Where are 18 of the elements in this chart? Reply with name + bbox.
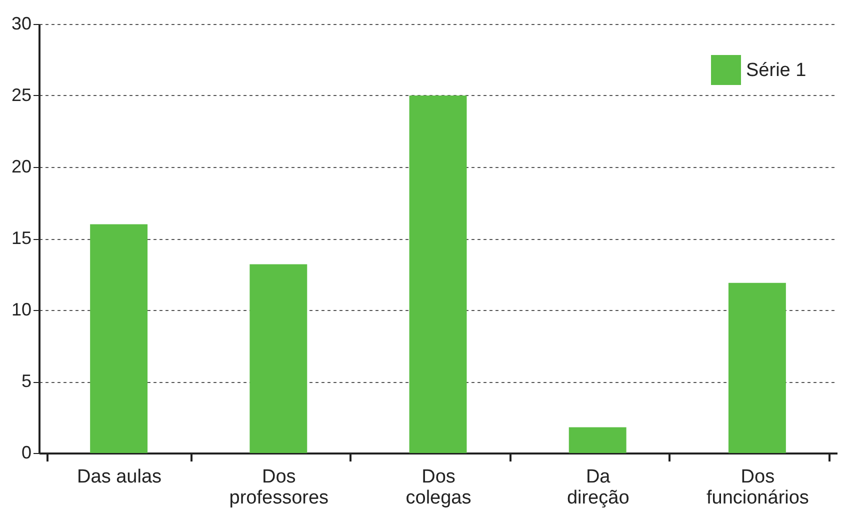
x-tick-label: Dos colegas bbox=[406, 466, 472, 508]
y-tick-label: 10 bbox=[11, 300, 32, 320]
y-tick-label: 15 bbox=[11, 228, 32, 248]
x-tick-label: Dos professores bbox=[229, 466, 329, 508]
bar bbox=[409, 96, 467, 453]
bar bbox=[250, 264, 308, 453]
bar bbox=[90, 224, 148, 453]
bar bbox=[728, 282, 786, 453]
x-tick-label: Da direção bbox=[566, 466, 630, 508]
x-tick-label: Das aulas bbox=[77, 466, 162, 488]
y-tick-label: 20 bbox=[11, 156, 32, 176]
y-tick-label: 0 bbox=[21, 442, 32, 462]
legend-label: Série 1 bbox=[746, 60, 806, 81]
y-tick-label: 30 bbox=[11, 14, 32, 34]
y-tick-label: 25 bbox=[11, 85, 32, 105]
x-tick-label: Dos funcionários bbox=[706, 466, 809, 508]
bar bbox=[568, 427, 626, 453]
y-tick-label: 5 bbox=[21, 371, 32, 391]
